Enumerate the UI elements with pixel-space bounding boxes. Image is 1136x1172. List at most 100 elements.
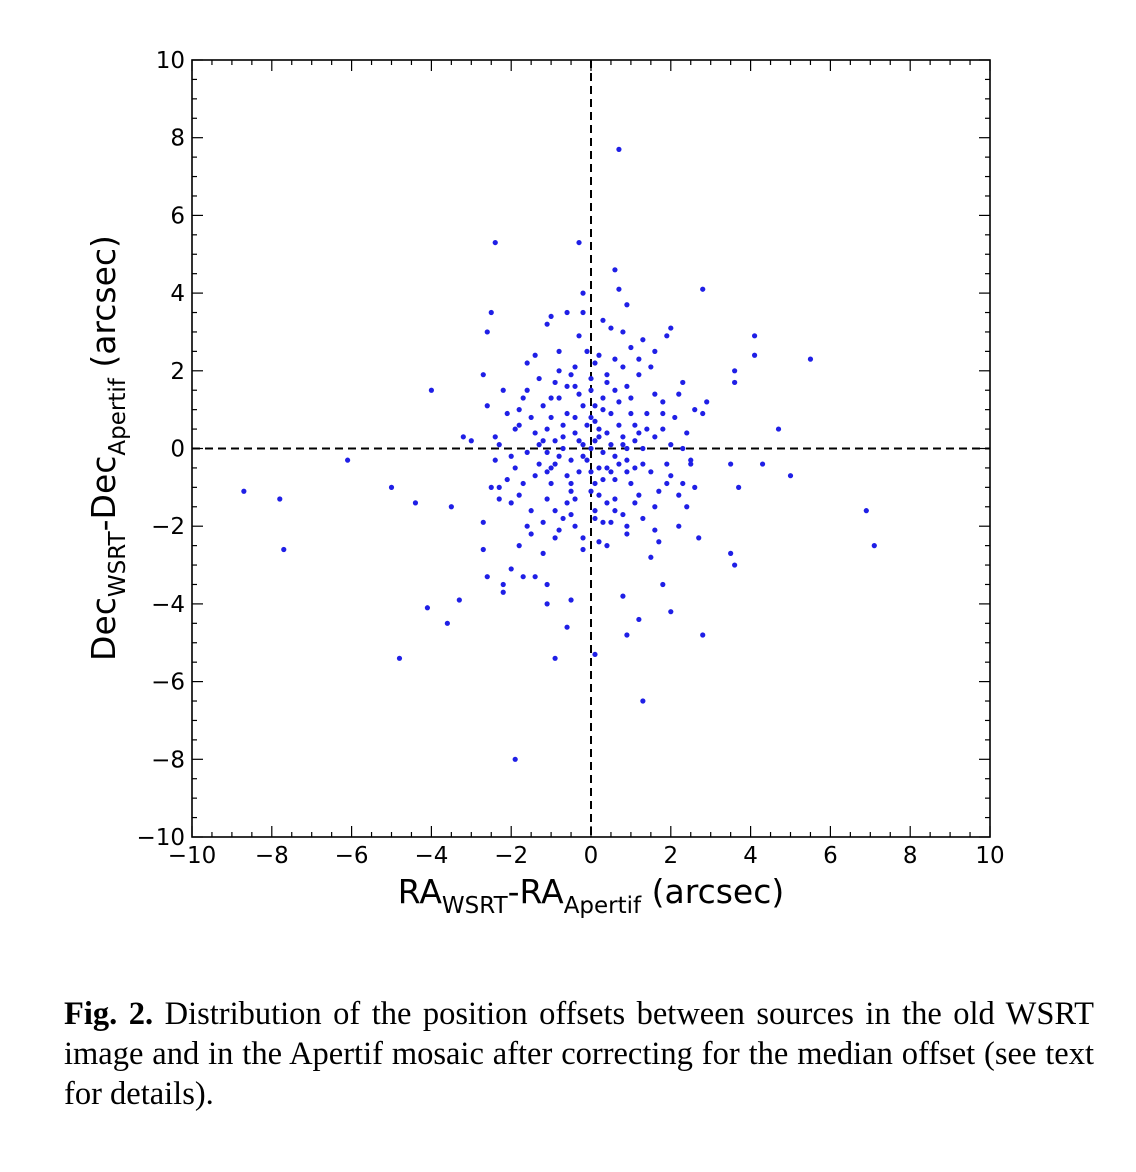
data-point <box>728 550 734 556</box>
y-tick-label: −6 <box>151 670 185 696</box>
data-point <box>560 422 566 428</box>
x-tick-label: −4 <box>414 843 448 869</box>
data-point <box>540 403 546 409</box>
data-point <box>528 531 534 537</box>
data-point <box>548 395 554 401</box>
data-point <box>588 488 594 494</box>
data-point <box>484 403 490 409</box>
data-point <box>592 360 598 366</box>
data-point <box>648 554 654 560</box>
data-point <box>608 325 614 331</box>
data-point <box>516 422 522 428</box>
data-point <box>620 593 626 599</box>
data-point <box>444 620 450 626</box>
data-point <box>564 410 570 417</box>
data-point <box>600 519 606 525</box>
data-point <box>448 504 454 510</box>
data-point <box>592 403 598 409</box>
data-point <box>640 515 646 522</box>
data-point <box>552 438 558 444</box>
y-tick-label: −4 <box>151 592 185 618</box>
y-tick-label: 2 <box>170 359 185 385</box>
data-point <box>608 469 614 475</box>
data-point <box>281 546 287 553</box>
data-point <box>496 442 502 448</box>
data-point <box>556 453 562 459</box>
data-point <box>580 309 586 316</box>
data-point <box>560 434 566 440</box>
data-point <box>632 465 638 471</box>
data-point <box>568 480 574 487</box>
data-point <box>624 457 630 463</box>
data-point <box>732 368 738 374</box>
caption-text: Distribution of the position offsets bet… <box>64 996 1094 1112</box>
y-axis-label-mid: -Dec <box>84 456 123 532</box>
data-point <box>484 329 490 335</box>
data-point <box>668 609 674 615</box>
data-point <box>544 426 550 432</box>
data-point <box>424 605 431 611</box>
data-point <box>564 309 570 316</box>
data-point <box>592 418 598 424</box>
x-tick-label: −6 <box>335 843 369 869</box>
data-point <box>520 395 526 401</box>
data-point <box>496 496 502 502</box>
data-point <box>656 539 662 545</box>
data-point <box>572 430 578 436</box>
x-tick-label: −10 <box>168 843 217 869</box>
data-point <box>664 480 670 487</box>
data-point <box>620 329 626 335</box>
data-point <box>524 523 530 529</box>
scatter-plot: −10 −8 −6 −4 −2 0 2 4 6 8 10 −10 −8 −6 −4 −2 0 2 4 6 8 10 RA… <box>84 48 1005 919</box>
x-tick-label: 2 <box>663 843 678 869</box>
data-point <box>564 383 570 389</box>
data-point <box>608 442 614 448</box>
data-point <box>512 465 518 471</box>
data-point <box>616 286 622 292</box>
data-point <box>564 473 570 479</box>
data-point <box>628 344 634 351</box>
data-point <box>648 469 654 475</box>
data-point <box>588 375 594 382</box>
data-point <box>636 430 642 436</box>
data-point <box>572 523 578 529</box>
data-point <box>660 426 666 432</box>
data-point <box>684 430 690 436</box>
data-point <box>616 146 622 152</box>
data-point <box>600 407 606 413</box>
y-tick-label: 8 <box>170 126 185 152</box>
data-point <box>512 426 518 432</box>
data-point <box>636 616 642 623</box>
data-point <box>572 496 578 502</box>
data-point <box>548 480 554 487</box>
data-point <box>576 333 582 339</box>
data-point <box>612 267 618 273</box>
data-point <box>775 426 782 432</box>
data-point <box>636 356 642 362</box>
data-point <box>624 469 630 475</box>
data-point <box>540 519 546 525</box>
data-point <box>544 496 550 502</box>
data-point <box>608 519 614 525</box>
data-point <box>544 581 550 588</box>
data-point <box>624 531 630 537</box>
data-point <box>612 476 618 483</box>
y-tick-label: 10 <box>156 48 185 74</box>
data-point <box>576 469 582 475</box>
data-point <box>548 313 554 320</box>
data-point <box>636 492 642 498</box>
data-point <box>564 624 570 630</box>
data-point <box>640 337 646 343</box>
x-tick-label: 8 <box>903 843 918 869</box>
data-point <box>504 410 510 417</box>
data-point <box>660 581 666 588</box>
figure-caption: Fig. 2. Distribution of the position off… <box>64 994 1094 1114</box>
data-point <box>664 461 670 467</box>
data-point <box>544 449 550 455</box>
y-tick-label: 4 <box>170 281 185 307</box>
data-point <box>732 379 738 386</box>
data-point <box>632 422 638 428</box>
data-point <box>692 407 698 413</box>
data-point <box>596 492 602 498</box>
data-point <box>480 546 486 553</box>
